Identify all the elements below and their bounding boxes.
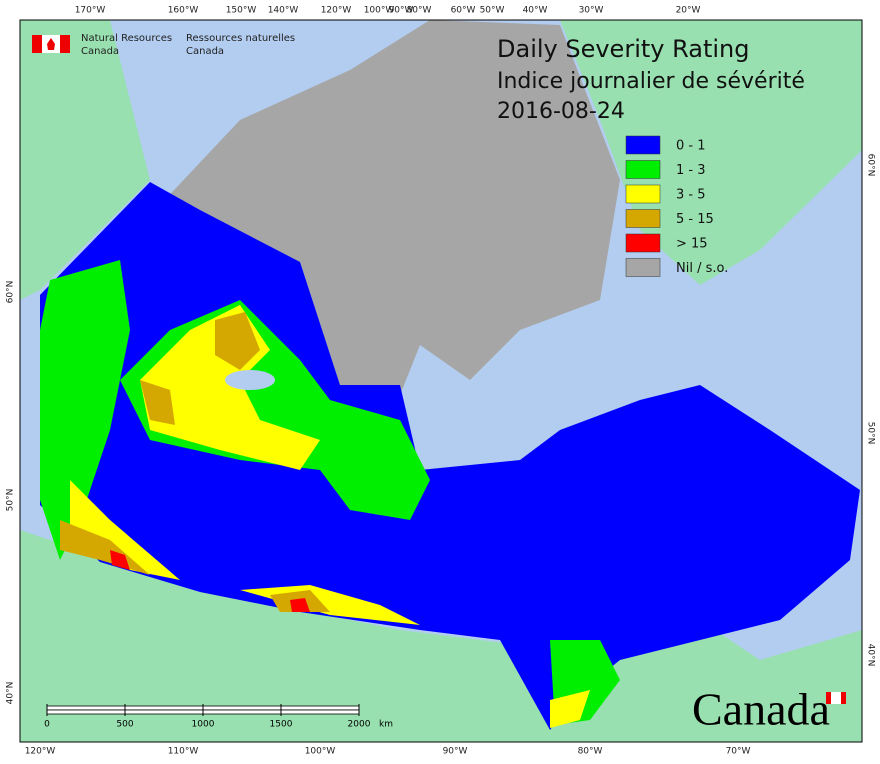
zone-yellow-on [550, 690, 590, 728]
zone-red-bc [110, 550, 130, 570]
agency-names: Natural Resources Canada Ressources nature… [81, 33, 295, 57]
legend: 0 - 1 1 - 3 3 - 5 5 - 15 > 15 Nil / s.o. [625, 135, 728, 277]
scale-label: 1000 [192, 720, 215, 730]
zone-orange-bc [60, 520, 150, 575]
usa [20, 530, 862, 742]
flag-leaf [47, 38, 55, 50]
scale-segment [46, 705, 126, 711]
agency-en: Natural Resources [81, 33, 172, 44]
nrcan-flag [32, 35, 70, 53]
scale-segment [202, 709, 282, 715]
legend-label: 5 - 15 [676, 212, 714, 227]
scale-label: 500 [116, 720, 133, 730]
legend-swatch [625, 184, 661, 204]
legend-swatch [625, 160, 661, 179]
legend-label: > 15 [676, 237, 708, 252]
lon-label: 60°W [451, 6, 476, 16]
title-fr: Indice journalier de sévérité [497, 69, 805, 94]
legend-label: 1 - 3 [676, 163, 706, 178]
lon-label: 110°W [168, 747, 199, 757]
arctic [160, 20, 620, 395]
lon-label: 120°W [321, 6, 352, 16]
lon-label: 90°W [443, 747, 468, 757]
lat-label: 40°N [866, 644, 876, 667]
lon-label: 80°W [407, 6, 432, 16]
lake [225, 370, 275, 390]
legend-label: 0 - 1 [676, 139, 706, 154]
legend-label: 3 - 5 [676, 188, 706, 203]
lon-label: 70°W [726, 747, 751, 757]
title-en: Daily Severity Rating [497, 35, 749, 63]
wordmark-flag-field [831, 692, 841, 704]
lon-label: 90°W [389, 6, 414, 16]
scale-segment [280, 705, 360, 711]
lon-label: 120°W [25, 747, 56, 757]
scale-segment [124, 709, 204, 715]
legend-swatch [625, 258, 661, 277]
lon-label: 30°W [579, 6, 604, 16]
legend-swatch [625, 135, 661, 155]
lon-label: 170°W [75, 6, 106, 16]
wordmark-group: Canada [692, 684, 846, 735]
flag-bar [60, 35, 70, 53]
legend-swatch [625, 209, 661, 228]
lat-label: 50°N [866, 422, 876, 445]
zone-red [290, 598, 310, 612]
legend-swatch [625, 233, 661, 253]
lon-label: 160°W [168, 6, 199, 16]
scale-segment [280, 709, 360, 715]
scale-bar: 0 500 1000 1500 2000 km [44, 704, 393, 730]
lon-label: 80°W [578, 747, 603, 757]
wordmark: Canada [692, 684, 830, 735]
lon-label: 40°W [523, 6, 548, 16]
lon-label: 100°W [305, 747, 336, 757]
lon-label: 20°W [676, 6, 701, 16]
scale-label: 2000 [348, 720, 371, 730]
alaska [20, 20, 150, 300]
zone-yellow [140, 305, 320, 470]
lon-label: 140°W [268, 6, 299, 16]
legend-label: Nil / s.o. [676, 261, 728, 276]
scale-segment [202, 705, 282, 711]
lon-label: 100°W [364, 6, 395, 16]
zone-green-west [40, 260, 130, 560]
scale-segment [46, 709, 126, 715]
scale-label: 1500 [270, 720, 293, 730]
date: 2016-08-24 [497, 99, 625, 124]
lat-label: 60°N [6, 281, 16, 304]
lat-label: 40°N [6, 682, 16, 705]
land [20, 20, 862, 742]
lat-label: 60°N [866, 154, 876, 177]
scale-unit: km [379, 720, 393, 730]
scale-label: 0 [44, 720, 50, 730]
agency-fr: Canada [186, 46, 224, 57]
lon-label: 50°W [480, 6, 505, 16]
lat-label: 50°N [6, 489, 16, 512]
graticule-labels: 170°W 160°W 150°W 140°W 120°W 100°W90°W80°W 60… [6, 6, 876, 757]
flag-bar [32, 35, 42, 53]
agency-en: Canada [81, 46, 119, 57]
zone-orange-ab [140, 380, 175, 425]
scale-segment [124, 705, 204, 711]
agency-fr: Ressources naturelles [186, 33, 295, 44]
zone-orange [215, 312, 260, 370]
lon-label: 150°W [226, 6, 257, 16]
greenland [560, 20, 862, 285]
map-frame [19, 19, 863, 743]
